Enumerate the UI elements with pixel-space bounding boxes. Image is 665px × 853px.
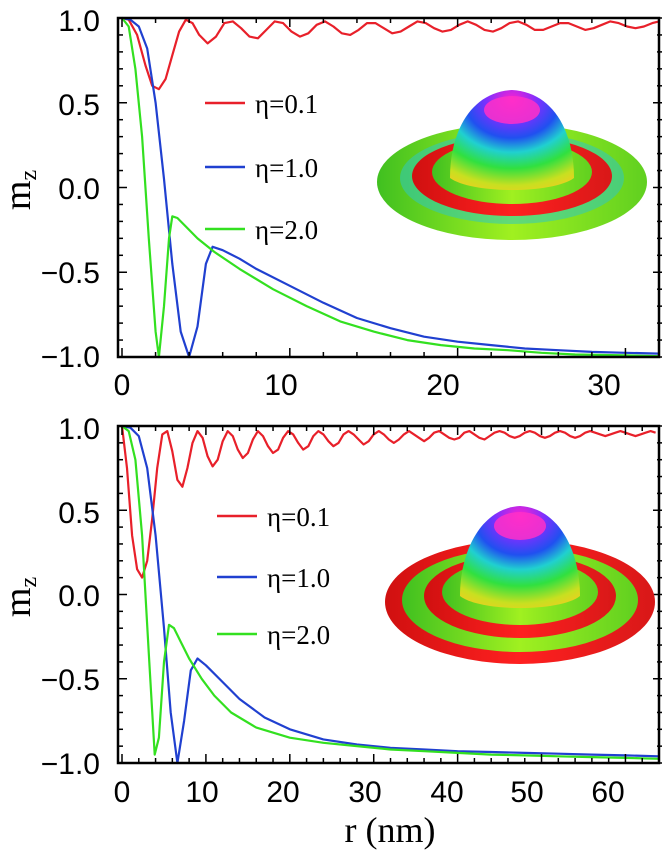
bottom-ytick-label: 0.5 bbox=[58, 497, 100, 530]
inset-dome bbox=[460, 506, 580, 608]
bottom-legend-label: η=0.1 bbox=[267, 502, 330, 532]
top-ytick-label: −0.5 bbox=[41, 257, 100, 290]
bottom-ytick-label: −1.0 bbox=[41, 748, 100, 781]
top-series-eta20-line bbox=[121, 17, 660, 359]
top-xtick-label: 0 bbox=[114, 369, 131, 402]
top-xtick-label: 30 bbox=[587, 369, 620, 402]
top-legend-label: η=2.0 bbox=[255, 215, 318, 245]
bottom-ytick-label: 0.0 bbox=[58, 580, 100, 613]
top-series-eta10-line bbox=[121, 16, 660, 359]
top-legend: η=0.1 η=1.0 η=2.0 bbox=[205, 89, 318, 245]
inset-dome-cap bbox=[484, 96, 540, 124]
inset-dome bbox=[450, 90, 574, 190]
top-y-axis-label-sub: z bbox=[16, 170, 42, 181]
inset-dome-cap bbox=[494, 512, 546, 540]
bottom-xtick-label: 20 bbox=[266, 776, 299, 809]
top-y-axis-label-main: m bbox=[0, 181, 39, 211]
top-skyrmion-inset bbox=[377, 90, 647, 240]
bottom-curves bbox=[120, 424, 660, 765]
bottom-xtick-label: 10 bbox=[185, 776, 218, 809]
top-tick-marks bbox=[118, 17, 662, 358]
top-ytick-label: 1.0 bbox=[58, 5, 100, 38]
bottom-skyrmion-inset bbox=[385, 506, 655, 664]
bottom-ytick-label: 1.0 bbox=[58, 413, 100, 446]
top-ytick-label: 0.0 bbox=[58, 173, 100, 206]
bottom-xtick-label: 50 bbox=[510, 776, 543, 809]
bottom-y-axis-label-sub: z bbox=[16, 577, 42, 588]
bottom-series-eta10-line bbox=[121, 424, 660, 765]
x-axis-label: r (nm) bbox=[345, 810, 436, 850]
bottom-legend-label: η=1.0 bbox=[267, 563, 330, 593]
bottom-legend: η=0.1 η=1.0 η=2.0 bbox=[217, 502, 330, 650]
bottom-ytick-label: −0.5 bbox=[41, 664, 100, 697]
top-series-eta01-line bbox=[121, 16, 660, 91]
bottom-xtick-label: 40 bbox=[430, 776, 463, 809]
top-legend-label: η=1.0 bbox=[255, 153, 318, 183]
top-legend-label: η=0.1 bbox=[255, 89, 318, 119]
bottom-series-eta01-line bbox=[120, 425, 656, 579]
top-panel: 1.0 0.5 0.0 −0.5 −1.0 0 10 20 30 mz η=0.… bbox=[0, 5, 662, 402]
bottom-series-eta20-line bbox=[121, 425, 660, 760]
bottom-y-axis-label-main: m bbox=[0, 588, 39, 618]
top-xtick-label: 20 bbox=[426, 369, 459, 402]
top-ytick-label: 0.5 bbox=[58, 89, 100, 122]
bottom-xtick-label: 60 bbox=[591, 776, 624, 809]
top-y-axis-label: mz bbox=[0, 170, 42, 210]
bottom-panel: 1.0 0.5 0.0 −0.5 −1.0 0 10 20 30 40 50 6… bbox=[0, 413, 662, 850]
top-ytick-label: −1.0 bbox=[41, 341, 100, 374]
bottom-xtick-label: 0 bbox=[114, 776, 131, 809]
top-xtick-label: 10 bbox=[264, 369, 297, 402]
bottom-tick-marks bbox=[118, 425, 662, 764]
bottom-xtick-label: 30 bbox=[348, 776, 381, 809]
top-curves bbox=[121, 16, 660, 359]
bottom-legend-label: η=2.0 bbox=[267, 620, 330, 650]
bottom-y-axis-label: mz bbox=[0, 577, 42, 617]
